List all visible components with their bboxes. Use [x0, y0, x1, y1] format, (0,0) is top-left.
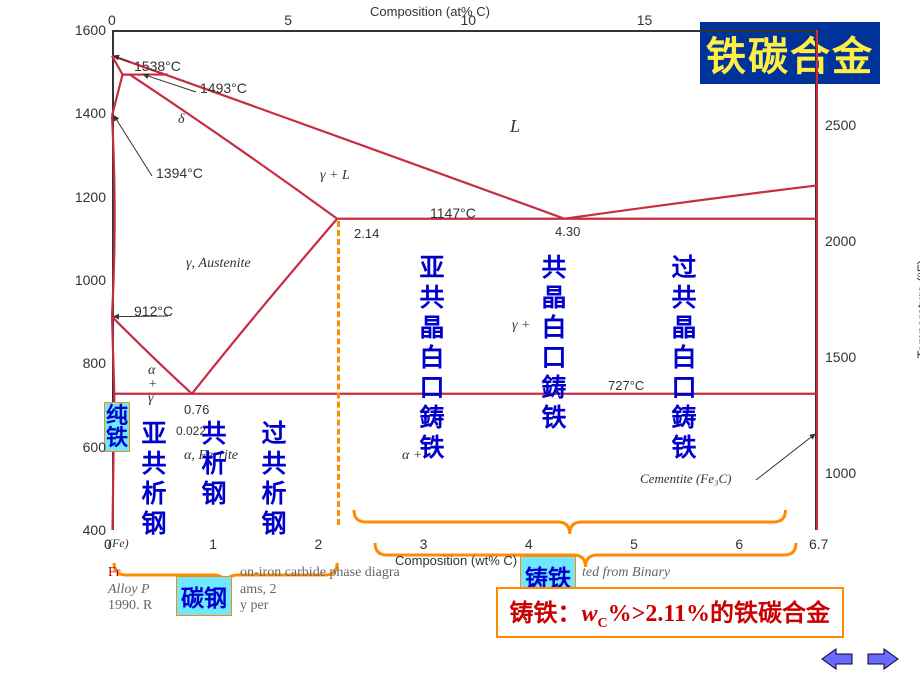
ytick-f: 2000: [825, 233, 856, 249]
xtick-top: 10: [461, 12, 477, 28]
xtick: 2: [314, 536, 322, 552]
xtick-top: 5: [284, 12, 292, 28]
ytick: 1000: [75, 272, 106, 288]
label-214: 2.14: [354, 226, 379, 241]
xtick-top: 15: [637, 12, 653, 28]
ytick: 400: [83, 522, 106, 538]
phase-alpha-gamma: α+γ: [148, 364, 157, 406]
nav-svg: [820, 645, 900, 673]
xtick: 6: [735, 536, 743, 552]
label-hypo-eutectic: 亚共晶白口鋳铁: [418, 254, 446, 464]
def-lead: 铸铁：: [510, 601, 582, 627]
phase-delta: δ: [178, 112, 185, 128]
dashed-boundary-214: [337, 221, 340, 525]
label-carbon-steel: 碳钢: [176, 576, 232, 616]
cap-1b: on-iron carbide phase diagra: [240, 565, 400, 581]
cap-1c: ted from Binary: [582, 565, 670, 581]
label-eutectic: 共晶白口鋳铁: [540, 254, 568, 434]
label-eutectoid: 共析钢: [200, 420, 228, 510]
xtick-top: 0: [108, 12, 116, 28]
label-pure-iron: 纯铁: [104, 402, 130, 452]
xtick: 6.7: [809, 536, 828, 552]
ytick-f: 1000: [825, 465, 856, 481]
temp-1538: 1538°C: [134, 58, 181, 74]
phase-cementite: Cementite (Fe₃C): [640, 471, 732, 487]
cap-2b: ams, 2: [240, 582, 277, 598]
label-076: 0.76: [184, 402, 209, 417]
label-hypo-eutectoid: 亚共析钢: [140, 420, 168, 540]
label-hyper-eutectic: 过共晶白口鋳铁: [670, 254, 698, 464]
phase-L: L: [510, 116, 520, 137]
xtick: 1: [209, 536, 217, 552]
temp-912: 912°C: [134, 303, 173, 319]
xtick: 4: [525, 536, 533, 552]
cap-3b: y per: [240, 598, 268, 614]
xtick: 3: [420, 536, 428, 552]
temp-1394: 1394°C: [156, 165, 203, 181]
temp-1493: 1493°C: [200, 80, 247, 96]
right-axis-label: Temperature (°F): [914, 260, 920, 358]
def-var: w: [582, 601, 598, 627]
temp-1147: 1147°C: [430, 205, 476, 221]
ytick: 1600: [75, 22, 106, 38]
cap-3a: 1990. R: [108, 598, 152, 613]
nav-prev-icon[interactable]: [822, 649, 852, 669]
ytick: 1200: [75, 189, 106, 205]
label-hyper-eutectoid: 过共析钢: [260, 420, 288, 540]
ytick: 1400: [75, 105, 106, 121]
bottom-axis-label: Composition (wt% C): [395, 553, 517, 568]
cap-fr: Fr: [108, 565, 120, 580]
phase-gamma-fe3c: γ +: [512, 318, 530, 334]
definition-cast-iron: 铸铁：wC%>2.11%的铁碳合金: [496, 587, 845, 638]
ytick-f: 2500: [825, 117, 856, 133]
cap-2a: Alloy P: [108, 582, 150, 597]
nav-arrows: [820, 645, 900, 678]
temp-727: 727°C: [608, 378, 644, 393]
label-430: 4.30: [555, 224, 580, 239]
def-sub: C: [598, 616, 608, 631]
ytick: 800: [83, 355, 106, 371]
def-tail: %>2.11%的铁碳合金: [608, 601, 830, 627]
xtick: 5: [630, 536, 638, 552]
phase-gammaL: γ + L: [320, 168, 350, 184]
nav-next-icon[interactable]: [868, 649, 898, 669]
phase-austenite: γ, Austenite: [186, 256, 251, 272]
ytick: 600: [83, 439, 106, 455]
stage: 铁碳合金 Composition (at% C) Composition (wt…: [0, 0, 920, 690]
ytick-f: 1500: [825, 349, 856, 365]
xtick: 0: [104, 536, 112, 552]
